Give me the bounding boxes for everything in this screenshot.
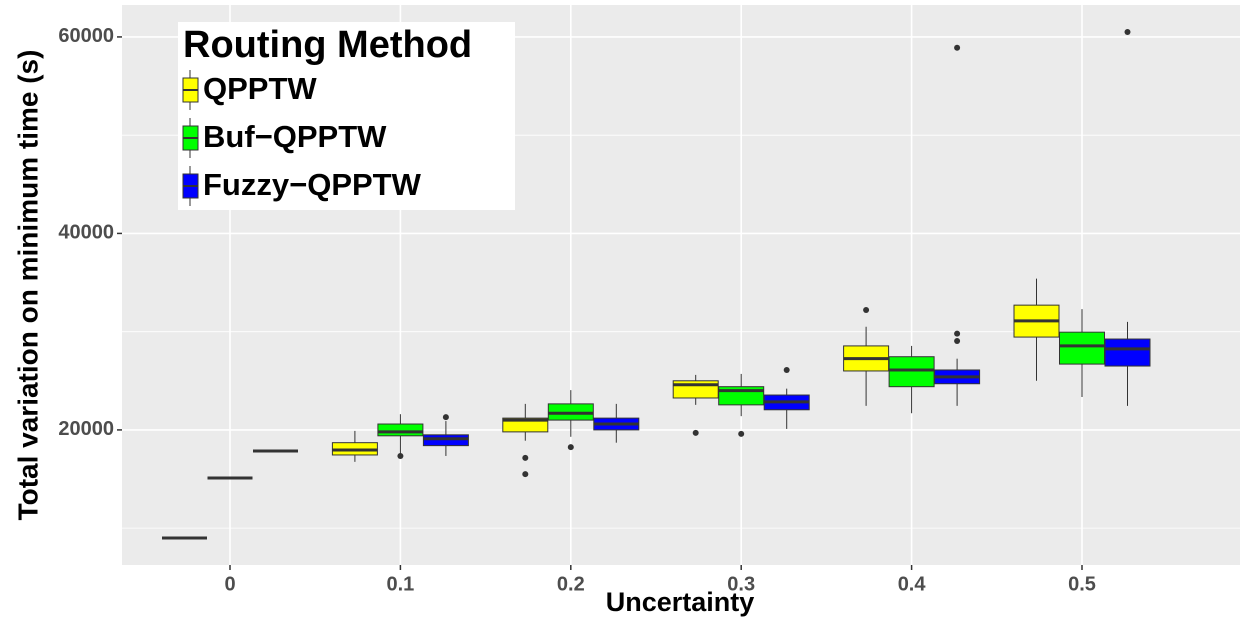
outlier: [397, 452, 404, 459]
legend-label: Fuzzy−QPPTW: [203, 167, 422, 202]
outlier: [863, 307, 870, 314]
outlier: [522, 454, 529, 461]
legend: Routing Method QPPTW Buf−QPPTW Fuzzy−QPPTW: [178, 22, 515, 210]
box: [377, 423, 424, 437]
x-tick-label: 0.4: [898, 573, 927, 595]
outlier: [954, 330, 961, 337]
x-tick-label: 0.1: [386, 573, 414, 595]
box-group: [1104, 29, 1151, 406]
box-group: [1013, 278, 1060, 381]
box: [1104, 338, 1151, 367]
box-group: [1059, 309, 1105, 397]
y-tick-label: 60000: [58, 25, 114, 47]
legend-title: Routing Method: [183, 24, 472, 66]
outlier: [692, 429, 699, 436]
box-group: [763, 366, 810, 429]
outlier: [783, 366, 790, 373]
box-group: [934, 44, 981, 406]
x-tick-label: 0: [224, 573, 235, 595]
outlier: [567, 444, 574, 451]
box-group: [672, 374, 719, 436]
outlier: [738, 430, 745, 437]
x-tick-label: 0.5: [1068, 573, 1096, 595]
x-tick-label: 0.3: [727, 573, 755, 595]
x-tick-label: 0.2: [557, 573, 585, 595]
box-group: [593, 403, 640, 443]
y-axis-title: Total variation on minimum time (s): [12, 50, 43, 521]
outlier: [442, 414, 449, 421]
legend-label: QPPTW: [203, 71, 317, 106]
box-group: [547, 390, 594, 451]
box-group: [331, 430, 378, 462]
box-group: [422, 414, 469, 456]
box-group: [502, 403, 549, 478]
box: [1059, 331, 1105, 365]
marks: [162, 29, 1151, 540]
y-tick-label: 40000: [58, 222, 114, 244]
outlier: [1124, 29, 1131, 36]
legend-box: [178, 22, 515, 210]
outlier: [522, 471, 529, 478]
legend-label: Buf−QPPTW: [203, 119, 387, 154]
box: [888, 356, 935, 388]
x-axis-title: Uncertainty: [606, 587, 755, 617]
box-group: [843, 307, 890, 406]
outlier: [954, 338, 961, 344]
box-group: [377, 414, 424, 459]
outlier: [954, 44, 961, 51]
y-tick-label: 20000: [58, 418, 114, 440]
